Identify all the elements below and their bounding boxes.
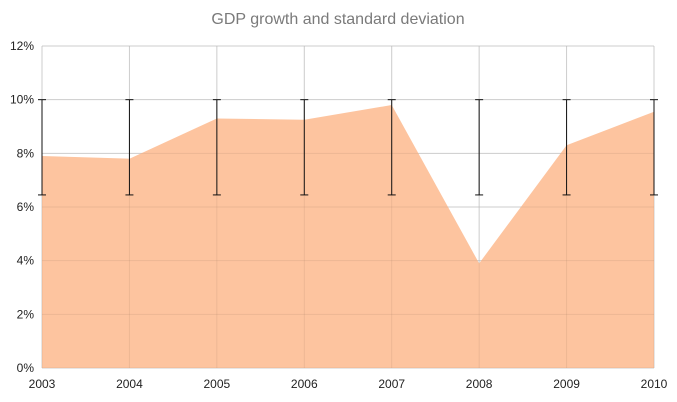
error-bar	[300, 99, 309, 196]
y-tick-label: 10%	[10, 93, 34, 107]
error-bar	[38, 99, 46, 196]
error-bar	[650, 99, 658, 196]
x-tick-label: 2008	[466, 377, 493, 391]
y-axis-ticks: 0% 2% 4% 6% 8% 10% 12%	[10, 39, 34, 375]
chart-title: GDP growth and standard deviation	[211, 11, 464, 28]
error-bar	[475, 99, 484, 196]
y-tick-label: 4%	[17, 254, 35, 268]
x-tick-label: 2006	[291, 377, 318, 391]
y-tick-label: 12%	[10, 39, 34, 53]
y-tick-label: 2%	[17, 307, 35, 321]
error-bar	[125, 99, 134, 196]
x-tick-label: 2010	[641, 377, 668, 391]
y-tick-label: 8%	[17, 146, 35, 160]
area-series	[41, 45, 655, 369]
x-tick-label: 2009	[553, 377, 580, 391]
area-series-fill	[42, 105, 654, 369]
error-bars	[38, 99, 658, 196]
y-tick-label: 0%	[17, 361, 35, 375]
x-tick-label: 2005	[204, 377, 231, 391]
x-tick-label: 2003	[29, 377, 56, 391]
error-bar	[387, 99, 396, 196]
x-tick-label: 2007	[378, 377, 405, 391]
x-axis-ticks: 2003 2004 2005 2006 2007 2008 2009 2010	[29, 377, 668, 391]
error-bar	[212, 99, 221, 196]
x-tick-label: 2004	[116, 377, 143, 391]
y-tick-label: 6%	[17, 200, 35, 214]
error-bar	[562, 99, 571, 196]
